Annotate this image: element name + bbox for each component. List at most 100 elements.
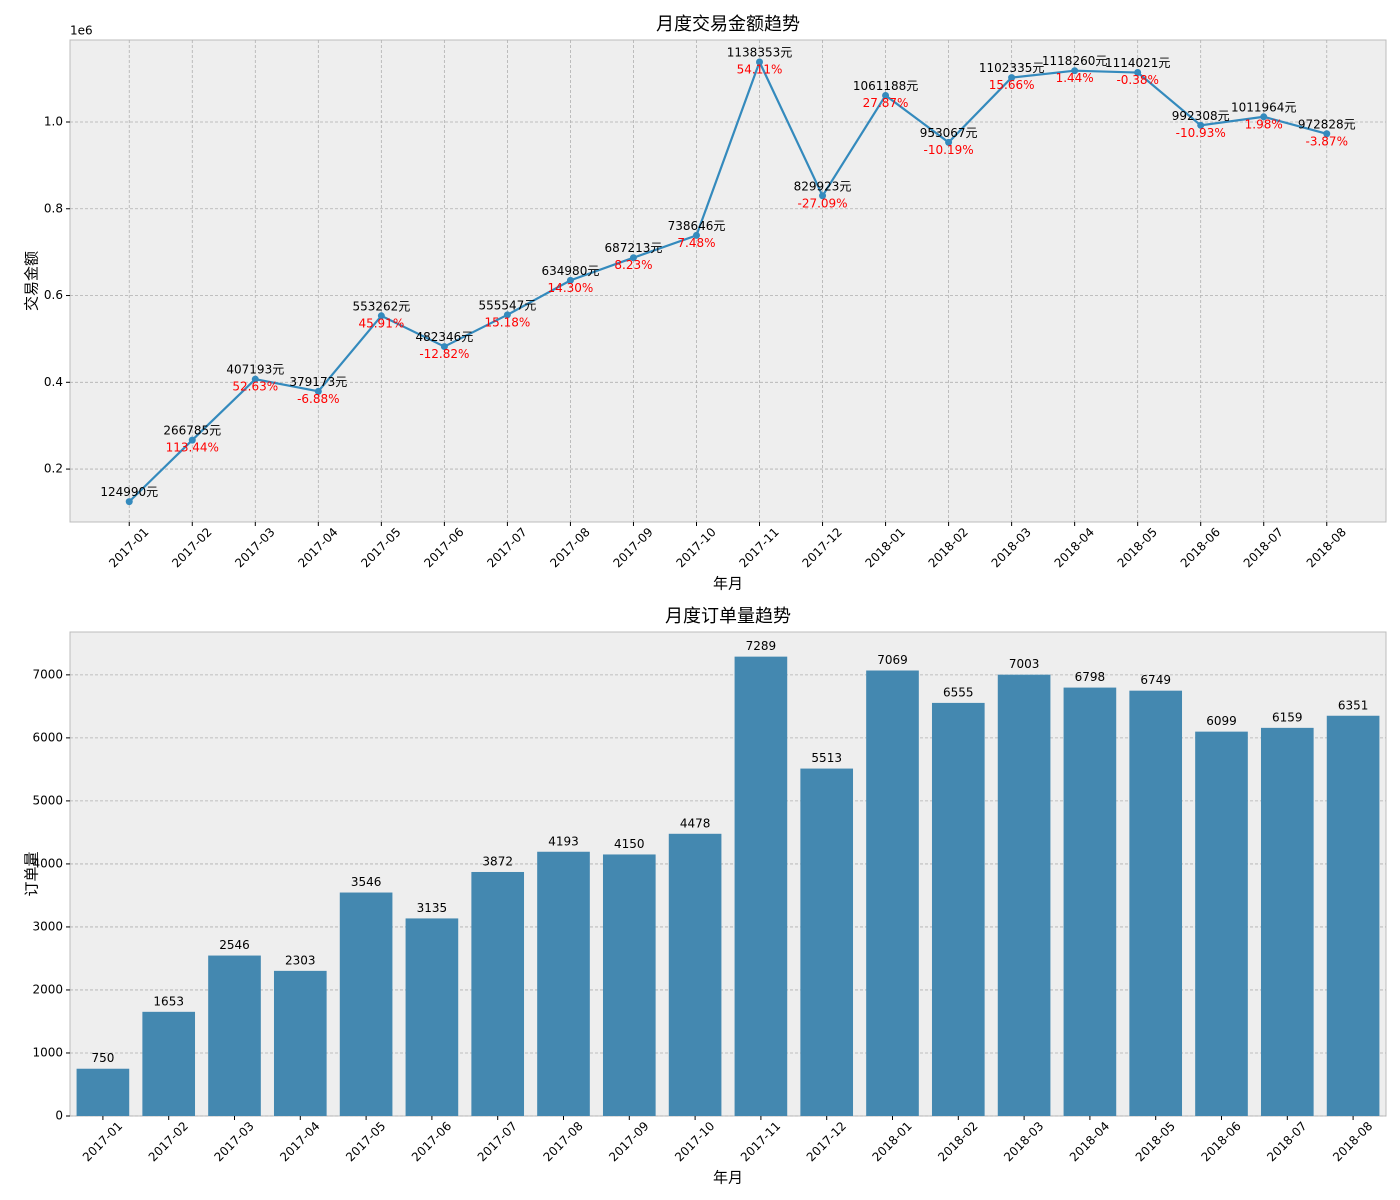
- x-axis-label: 年月: [713, 575, 743, 593]
- x-tick-label: 2017-04: [295, 525, 340, 570]
- x-tick-label: 2017-04: [277, 1119, 322, 1164]
- value-label: 6099: [1206, 714, 1237, 728]
- value-label: 4150: [614, 837, 645, 851]
- x-tick-label: 2018-03: [989, 525, 1034, 570]
- change-label: -6.88%: [297, 392, 339, 406]
- x-tick-label: 2018-04: [1052, 525, 1097, 570]
- x-tick-label: 2017-01: [106, 525, 151, 570]
- bar: [405, 918, 459, 1116]
- value-label: 407193元: [226, 363, 284, 377]
- value-label: 555547元: [478, 298, 536, 312]
- x-tick-label: 2018-07: [1241, 525, 1286, 570]
- value-label: 5513: [811, 751, 842, 765]
- value-label: 1102335元: [979, 61, 1044, 75]
- point: [692, 231, 700, 239]
- point: [756, 58, 764, 66]
- change-label: -3.87%: [1306, 134, 1348, 148]
- change-label: 45.91%: [358, 316, 404, 330]
- x-tick-label: 2017-06: [421, 525, 466, 570]
- x-tick-label: 2018-03: [1001, 1119, 1046, 1164]
- value-label: 3546: [351, 875, 382, 889]
- change-label: -12.82%: [419, 347, 469, 361]
- bar: [1195, 731, 1248, 1116]
- value-label: 953067元: [920, 126, 978, 140]
- point: [1008, 74, 1016, 82]
- x-tick-label: 2017-08: [547, 525, 592, 570]
- point: [819, 192, 827, 200]
- point: [1197, 121, 1205, 129]
- point: [945, 138, 953, 146]
- value-label: 992308元: [1172, 109, 1230, 123]
- x-tick-label: 2017-12: [800, 525, 845, 570]
- point: [125, 498, 133, 506]
- x-tick-label: 2017-12: [804, 1119, 849, 1164]
- change-label: 27.87%: [863, 96, 909, 110]
- value-label: 687213元: [605, 241, 663, 255]
- y-tick-label: 0.8: [44, 201, 63, 215]
- y-tick-label: 1.0: [44, 114, 63, 128]
- change-label: -27.09%: [797, 196, 847, 210]
- value-label: 1118260元: [1042, 54, 1107, 68]
- value-label: 829923元: [794, 179, 852, 193]
- x-tick-label: 2017-08: [540, 1119, 585, 1164]
- x-tick-label: 2017-03: [232, 525, 277, 570]
- bar: [142, 1011, 196, 1116]
- x-tick-label: 2017-05: [343, 1119, 388, 1164]
- value-label: 124990元: [100, 485, 158, 499]
- bar: [339, 892, 393, 1116]
- point: [440, 343, 448, 351]
- bar: [273, 970, 327, 1116]
- change-label: 1.44%: [1056, 71, 1094, 85]
- x-tick-label: 2018-02: [926, 525, 971, 570]
- bar: [668, 833, 722, 1116]
- bar: [734, 656, 788, 1116]
- x-tick-label: 2018-05: [1133, 1119, 1178, 1164]
- value-label: 738646元: [668, 219, 726, 233]
- change-label: 7.48%: [677, 236, 715, 250]
- value-label: 1061188元: [853, 79, 918, 93]
- x-tick-label: 2017-11: [738, 1119, 783, 1164]
- y-tick-label: 4000: [32, 856, 63, 870]
- x-tick-label: 2018-06: [1178, 525, 1223, 570]
- y-tick-label: 0.4: [44, 375, 63, 389]
- y-tick-label: 6000: [32, 730, 63, 744]
- change-label: 8.23%: [614, 258, 652, 272]
- x-tick-label: 2018-01: [869, 1119, 914, 1164]
- chart-title: 月度订单量趋势: [665, 606, 791, 627]
- x-tick-label: 2018-05: [1115, 525, 1160, 570]
- bar: [602, 854, 656, 1116]
- value-label: 1653: [153, 994, 184, 1008]
- value-label: 4193: [548, 834, 579, 848]
- bar: [1326, 715, 1380, 1116]
- value-label: 2303: [285, 953, 316, 967]
- value-label: 553262元: [352, 299, 410, 313]
- y-tick-label: 5000: [32, 793, 63, 807]
- value-label: 6749: [1140, 673, 1171, 687]
- point: [188, 436, 196, 444]
- y-tick-label: 1000: [32, 1045, 63, 1059]
- line: [128, 59, 1328, 503]
- change-label: -10.93%: [1176, 126, 1226, 140]
- point: [882, 91, 890, 99]
- y-offset-label: 1e6: [70, 24, 93, 38]
- x-tick-label: 2017-05: [358, 525, 403, 570]
- value-label: 972828元: [1298, 117, 1356, 131]
- value-label: 6798: [1075, 670, 1106, 684]
- change-label: 113.44%: [166, 441, 219, 455]
- change-label: 15.18%: [485, 315, 531, 329]
- change-label: -0.38%: [1116, 73, 1158, 87]
- bar: [866, 670, 919, 1116]
- bar: [471, 871, 525, 1116]
- bar: [76, 1068, 130, 1116]
- point: [1071, 67, 1079, 75]
- value-label: 7003: [1009, 657, 1040, 671]
- x-tick-label: 2018-08: [1330, 1119, 1375, 1164]
- point: [629, 254, 637, 262]
- value-label: 1114021元: [1105, 56, 1170, 70]
- change-label: -10.19%: [924, 143, 974, 157]
- value-label: 4478: [680, 816, 711, 830]
- bar: [931, 702, 985, 1116]
- plot-area: [69, 631, 1387, 1117]
- value-label: 6159: [1272, 710, 1303, 724]
